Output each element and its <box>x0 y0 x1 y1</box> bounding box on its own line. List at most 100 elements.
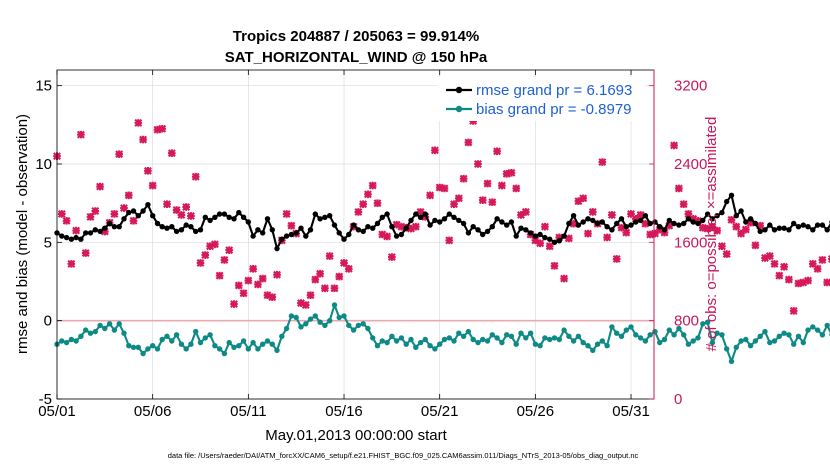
rmse-point <box>642 213 649 219</box>
rmse-point <box>504 222 510 228</box>
bias-point <box>690 338 696 344</box>
obs-series <box>53 116 830 315</box>
rmse-point <box>135 213 141 219</box>
obs-point <box>148 181 157 190</box>
obs-point <box>588 208 597 216</box>
bias-point <box>637 335 644 341</box>
obs-point <box>387 253 396 261</box>
obs-point <box>627 209 635 218</box>
bias-point <box>293 314 299 321</box>
bias-point <box>331 302 338 308</box>
bias-point <box>575 333 582 339</box>
bias-point <box>752 338 759 344</box>
rmse-point <box>389 224 395 230</box>
rmse-point <box>446 211 452 217</box>
bias-point <box>250 339 256 346</box>
bias-point <box>451 338 457 344</box>
obs-point <box>694 216 702 225</box>
bias-point <box>169 338 175 344</box>
rmse-point <box>298 225 304 231</box>
bias-point <box>92 328 99 335</box>
obs-point <box>497 181 506 190</box>
obs-point <box>359 200 368 209</box>
bias-point <box>59 338 65 344</box>
bias-point <box>188 341 194 347</box>
bias-point <box>389 333 395 339</box>
bias-point <box>609 324 615 330</box>
obs-point <box>674 184 683 193</box>
bias-point <box>499 339 505 346</box>
rmse-point <box>719 209 725 216</box>
bias-point <box>446 335 452 341</box>
bias-point <box>733 344 739 350</box>
rmse-point <box>671 220 677 227</box>
obs-point <box>717 242 726 251</box>
bias-point <box>83 327 89 333</box>
rmse-point <box>274 245 280 252</box>
obs-point <box>474 160 482 168</box>
legend-marker-rmse <box>455 86 463 94</box>
obs-point <box>186 211 195 220</box>
rmse-point <box>800 222 806 228</box>
obs-point <box>737 229 746 238</box>
bias-point <box>116 321 122 327</box>
rmse-point <box>575 222 582 228</box>
obs-point <box>488 198 497 207</box>
obs-point <box>813 264 822 273</box>
rmse-point <box>403 225 409 231</box>
rmse-point <box>360 228 366 235</box>
rmse-point <box>283 233 290 239</box>
y2-tick-label: 0 <box>674 391 682 408</box>
obs-point <box>445 236 454 245</box>
bias-point <box>676 325 682 332</box>
rmse-point <box>786 227 792 233</box>
bias-point <box>379 338 385 344</box>
obs-point <box>521 208 530 216</box>
y-axis-left: -5 0 5 10 15 <box>35 78 62 408</box>
rmse-point <box>547 236 553 242</box>
rmse-point <box>566 220 572 227</box>
obs-point <box>617 223 626 232</box>
rmse-point <box>303 233 309 239</box>
bias-point <box>470 336 476 343</box>
obs-point <box>378 230 387 239</box>
obs-point <box>297 299 305 307</box>
rmse-point <box>236 209 242 216</box>
bias-point <box>791 341 797 347</box>
rmse-point <box>331 222 338 228</box>
obs-point <box>651 229 659 238</box>
bias-point <box>618 333 625 339</box>
bias-point <box>384 339 390 346</box>
bias-point <box>647 332 653 338</box>
rmse-point <box>527 230 534 236</box>
obs-point <box>287 221 296 230</box>
rmse-point <box>164 225 170 231</box>
bias-point <box>508 333 515 339</box>
rmse-point <box>341 236 347 242</box>
rmse-point <box>747 216 754 222</box>
obs-point <box>368 181 377 190</box>
bias-point <box>757 333 763 339</box>
obs-point <box>607 210 616 219</box>
obs-point <box>703 224 712 233</box>
obs-point <box>646 230 655 239</box>
rmse-point <box>178 227 185 233</box>
bias-point <box>484 338 491 344</box>
obs-point <box>311 275 320 284</box>
y-axis-right: 0 800 1600 2400 3200 <box>649 70 707 408</box>
bias-point <box>762 328 768 335</box>
bias-point <box>743 336 749 343</box>
rmse-point <box>657 224 663 230</box>
bias-point <box>714 330 720 336</box>
rmse-point <box>704 211 711 217</box>
rmse-point <box>102 225 108 231</box>
bias-point <box>63 339 70 346</box>
bias-point <box>786 332 792 338</box>
obs-point <box>789 306 798 315</box>
bias-point <box>685 341 692 347</box>
obs-point <box>775 271 784 280</box>
obs-point <box>761 254 769 262</box>
obs-point <box>464 138 473 147</box>
rmse-point <box>307 227 314 233</box>
obs-point <box>708 222 717 231</box>
